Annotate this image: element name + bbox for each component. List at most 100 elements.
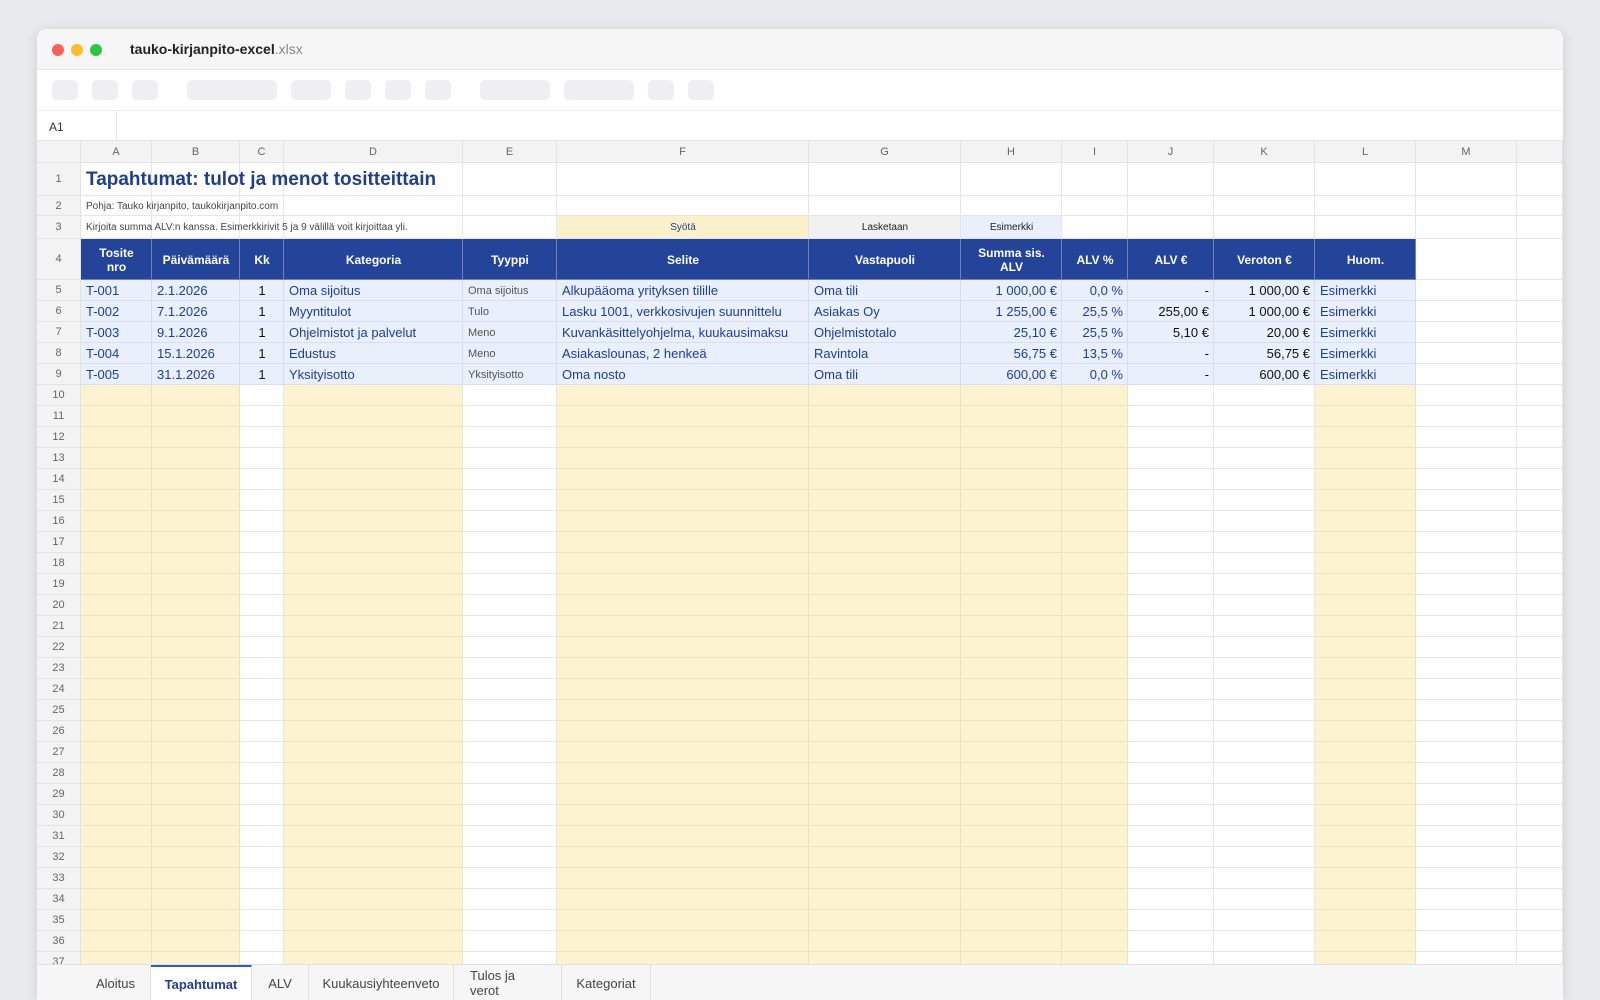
data-cell[interactable]: 20,00 € <box>1266 325 1310 340</box>
sheet-tab[interactable]: Tapahtumat <box>151 965 252 1000</box>
data-cell[interactable]: - <box>1204 367 1209 382</box>
cell <box>463 889 557 910</box>
data-cell[interactable]: T-003 <box>86 325 120 340</box>
data-cell[interactable]: 0,0 % <box>1089 283 1123 298</box>
cell <box>152 532 240 553</box>
cell <box>1128 163 1214 196</box>
data-cell[interactable]: 25,5 % <box>1082 325 1123 340</box>
name-box[interactable]: A1 <box>37 111 117 140</box>
data-cell[interactable]: 1 <box>258 367 266 382</box>
data-cell[interactable]: T-002 <box>86 304 120 319</box>
data-cell[interactable]: - <box>1204 346 1209 361</box>
toolbar-button[interactable] <box>291 80 331 100</box>
toolbar-button[interactable] <box>385 80 411 100</box>
grid: A B C D E F G H I J K L M 1 2 3 4 5 6 7 8 9 10 11 12 13 14 15 16 17 18… <box>37 141 1563 964</box>
toolbar-button[interactable] <box>92 80 118 100</box>
data-cell[interactable]: 15.1.2026 <box>157 346 215 361</box>
toolbar-button[interactable] <box>564 80 634 100</box>
data-cell[interactable]: Edustus <box>289 346 336 361</box>
data-cell[interactable]: 5,10 € <box>1172 325 1209 340</box>
cell <box>1416 679 1517 700</box>
data-cell[interactable]: 31.1.2026 <box>157 367 215 382</box>
data-cell[interactable]: Ohjelmistot ja palvelut <box>289 325 417 340</box>
data-cell[interactable]: 1 <box>258 325 266 340</box>
maximize-button[interactable] <box>90 44 102 56</box>
toolbar-button[interactable] <box>480 80 550 100</box>
data-cell[interactable]: Oma tili <box>814 367 859 382</box>
toolbar-button[interactable] <box>345 80 371 100</box>
close-button[interactable] <box>52 44 64 56</box>
cell <box>557 364 809 385</box>
data-cell[interactable]: 255,00 € <box>1158 304 1209 319</box>
cell <box>463 301 557 322</box>
data-cell[interactable]: Meno <box>468 326 496 339</box>
data-cell[interactable]: Esimerkki <box>1320 283 1377 298</box>
data-cell[interactable]: - <box>1204 283 1209 298</box>
sheet-tab[interactable]: Aloitus <box>81 965 151 1000</box>
data-cell[interactable]: 1 <box>258 346 266 361</box>
data-cell[interactable]: Esimerkki <box>1320 346 1377 361</box>
data-cell[interactable]: Yksityisotto <box>468 368 524 381</box>
data-cell[interactable]: Asiakaslounas, 2 henkeä <box>562 346 707 361</box>
data-cell[interactable]: 1 000,00 € <box>1248 304 1310 319</box>
data-cell[interactable]: 13,5 % <box>1082 346 1123 361</box>
row-header: 31 <box>37 826 81 847</box>
data-cell[interactable]: Ohjelmistotalo <box>814 325 897 340</box>
toolbar-button[interactable] <box>132 80 158 100</box>
data-cell[interactable]: 7.1.2026 <box>157 304 208 319</box>
data-cell[interactable]: Asiakas Oy <box>814 304 880 319</box>
cell <box>1128 574 1214 595</box>
data-cell[interactable]: Oma sijoitus <box>468 284 529 297</box>
toolbar-button[interactable] <box>425 80 451 100</box>
sheet-tab[interactable]: Tulos ja verot <box>454 965 562 1000</box>
data-cell[interactable]: Meno <box>468 347 496 360</box>
toolbar-button[interactable] <box>648 80 674 100</box>
data-cell[interactable]: Myyntitulot <box>289 304 352 319</box>
data-cell[interactable]: T-005 <box>86 367 120 382</box>
data-cell[interactable]: 56,75 € <box>1013 346 1057 361</box>
data-cell[interactable]: 25,5 % <box>1082 304 1123 319</box>
data-cell[interactable]: Esimerkki <box>1320 325 1377 340</box>
data-cell[interactable]: Oma sijoitus <box>289 283 361 298</box>
data-cell[interactable]: Esimerkki <box>1320 304 1377 319</box>
minimize-button[interactable] <box>71 44 83 56</box>
data-cell[interactable]: Lasku 1001, verkkosivujen suunnittelu <box>562 304 782 319</box>
row-header: 24 <box>37 679 81 700</box>
data-cell[interactable]: 25,10 € <box>1013 325 1057 340</box>
data-cell[interactable]: 1 <box>258 304 266 319</box>
data-cell[interactable]: Tulo <box>468 305 489 318</box>
data-cell[interactable]: T-004 <box>86 346 120 361</box>
row-header: 21 <box>37 616 81 637</box>
data-cell[interactable]: Kuvankäsittelyohjelma, kuukausimaksu <box>562 325 789 340</box>
cell <box>284 847 463 868</box>
data-cell[interactable]: Ravintola <box>814 346 869 361</box>
data-cell[interactable]: 1 <box>258 283 266 298</box>
data-cell[interactable]: 1 000,00 € <box>1248 283 1310 298</box>
data-cell[interactable]: 600,00 € <box>1259 367 1310 382</box>
cell <box>1416 847 1517 868</box>
toolbar-button[interactable] <box>187 80 277 100</box>
data-cell[interactable]: Esimerkki <box>1320 367 1377 382</box>
cell <box>81 658 152 679</box>
data-cell[interactable]: Yksityisotto <box>289 367 355 382</box>
toolbar-button[interactable] <box>52 80 78 100</box>
toolbar-button[interactable] <box>688 80 714 100</box>
cell <box>152 805 240 826</box>
row-header: 14 <box>37 469 81 490</box>
data-cell[interactable]: 0,0 % <box>1089 367 1123 382</box>
data-cell[interactable]: Alkupääoma yrityksen tilille <box>562 283 719 298</box>
sheet-tab[interactable]: Kuukausiyhteenveto <box>309 965 454 1000</box>
data-cell[interactable]: 56,75 € <box>1266 346 1310 361</box>
cell <box>557 763 809 784</box>
data-cell[interactable]: T-001 <box>86 283 120 298</box>
data-cell[interactable]: Oma nosto <box>562 367 626 382</box>
data-cell[interactable]: 9.1.2026 <box>157 325 208 340</box>
data-cell[interactable]: 2.1.2026 <box>157 283 208 298</box>
data-cell[interactable]: 1 255,00 € <box>995 304 1057 319</box>
data-cell[interactable]: Oma tili <box>814 283 859 298</box>
sheet-tab[interactable]: Kategoriat <box>562 965 651 1000</box>
data-cell[interactable]: 600,00 € <box>1006 367 1057 382</box>
cell <box>557 805 809 826</box>
data-cell[interactable]: 1 000,00 € <box>995 283 1057 298</box>
sheet-tab[interactable]: ALV <box>252 965 309 1000</box>
